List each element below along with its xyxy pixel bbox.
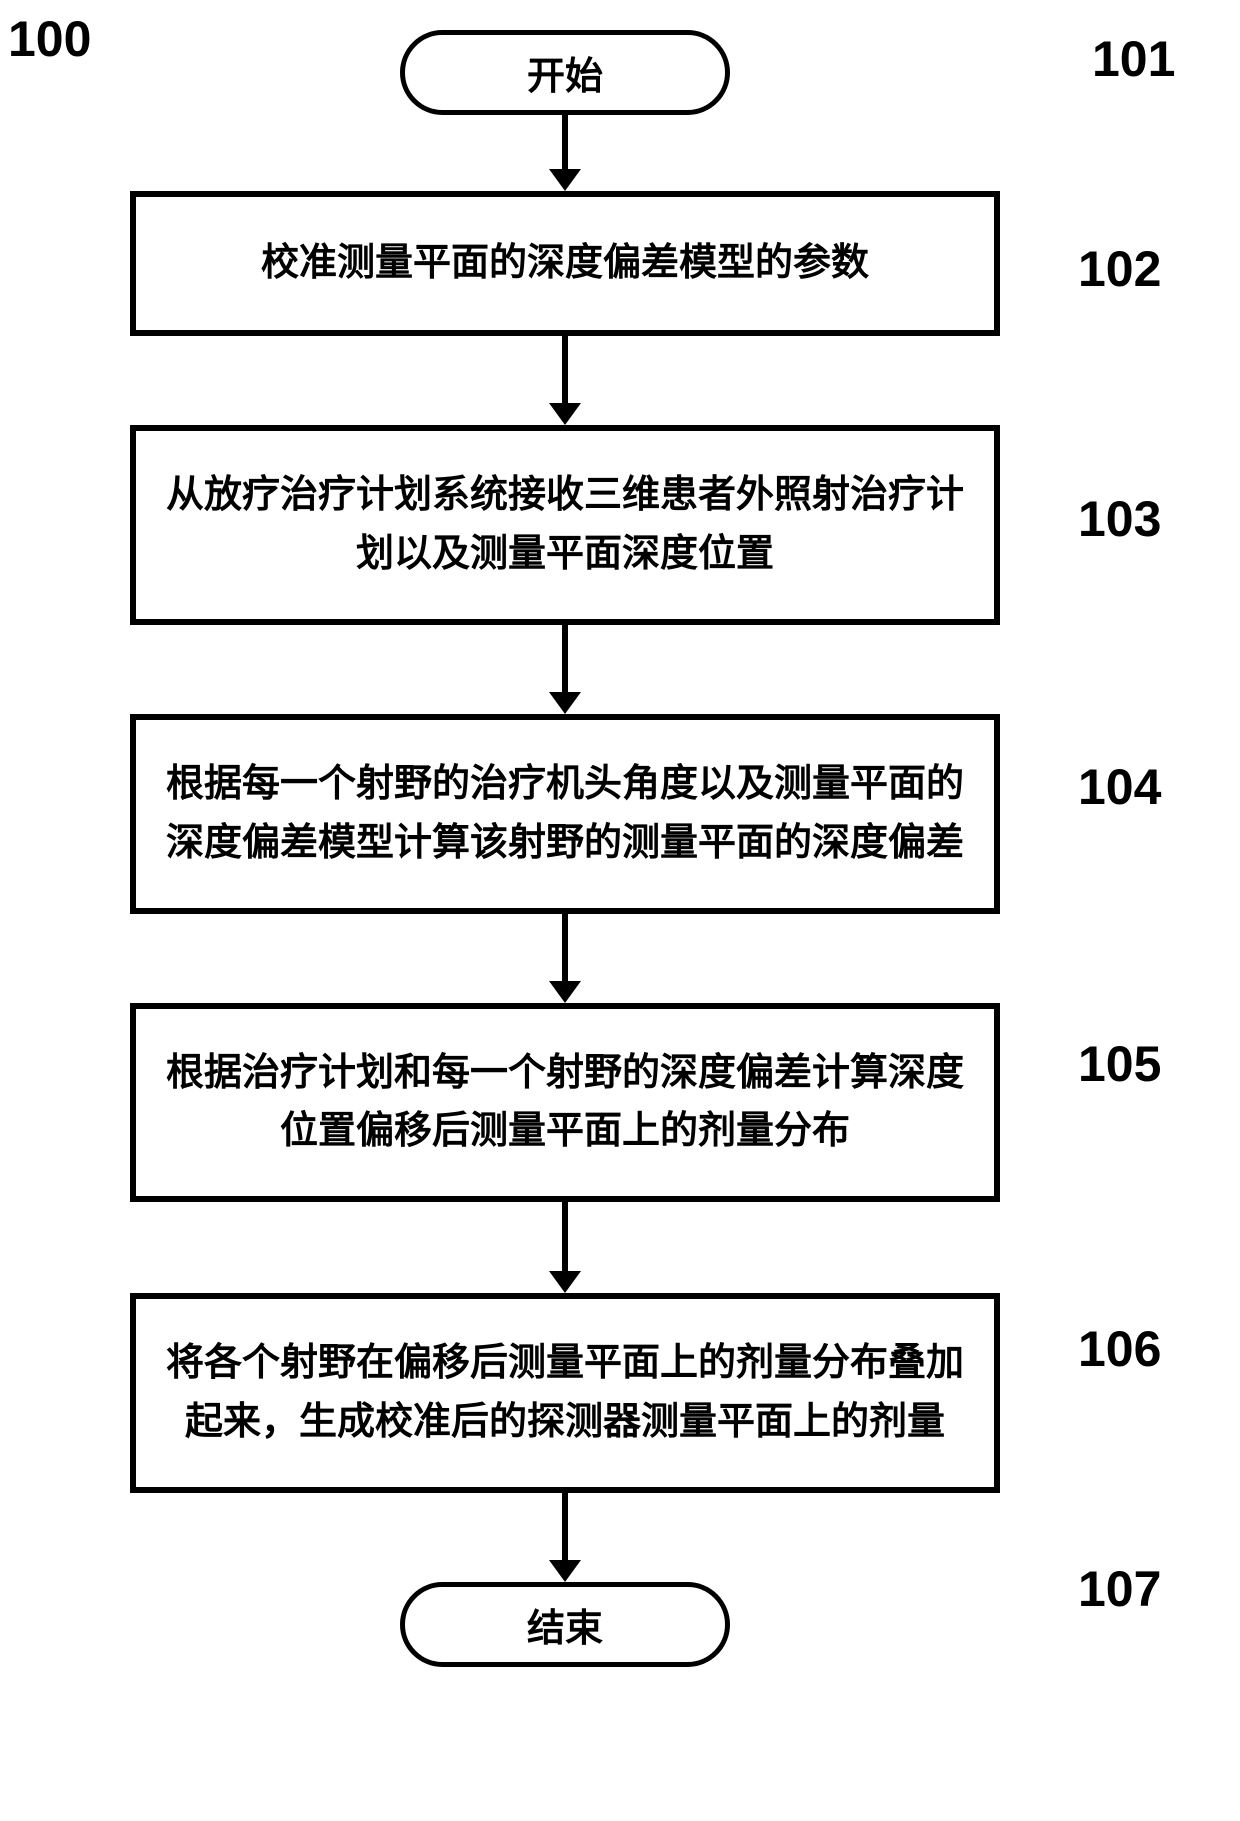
node-start: 开始 xyxy=(400,30,730,115)
node-step-102: 校准测量平面的深度偏差模型的参数 xyxy=(130,191,1000,336)
connector xyxy=(549,625,581,714)
node-step-104: 根据每一个射野的治疗机头角度以及测量平面的深度偏差模型计算该射野的测量平面的深度… xyxy=(130,714,1000,914)
ref-label-103: 103 xyxy=(1078,490,1161,548)
node-step-105: 根据治疗计划和每一个射野的深度偏差计算深度位置偏移后测量平面上的剂量分布 xyxy=(130,1003,1000,1203)
node-step-103: 从放疗治疗计划系统接收三维患者外照射治疗计划以及测量平面深度位置 xyxy=(130,425,1000,625)
ref-label-102: 102 xyxy=(1078,240,1161,298)
ref-label-104: 104 xyxy=(1078,758,1161,816)
connector xyxy=(549,1493,581,1582)
connector xyxy=(549,914,581,1003)
figure-number-label: 100 xyxy=(8,10,91,68)
ref-label-106: 106 xyxy=(1078,1320,1161,1378)
ref-label-107: 107 xyxy=(1078,1560,1161,1618)
connector xyxy=(549,115,581,191)
ref-label-101: 101 xyxy=(1092,30,1175,88)
node-step-106: 将各个射野在偏移后测量平面上的剂量分布叠加起来，生成校准后的探测器测量平面上的剂… xyxy=(130,1293,1000,1493)
ref-label-105: 105 xyxy=(1078,1035,1161,1093)
connector xyxy=(549,336,581,425)
flowchart-container: 开始 校准测量平面的深度偏差模型的参数 从放疗治疗计划系统接收三维患者外照射治疗… xyxy=(130,30,1000,1667)
node-end: 结束 xyxy=(400,1582,730,1667)
connector xyxy=(549,1202,581,1293)
